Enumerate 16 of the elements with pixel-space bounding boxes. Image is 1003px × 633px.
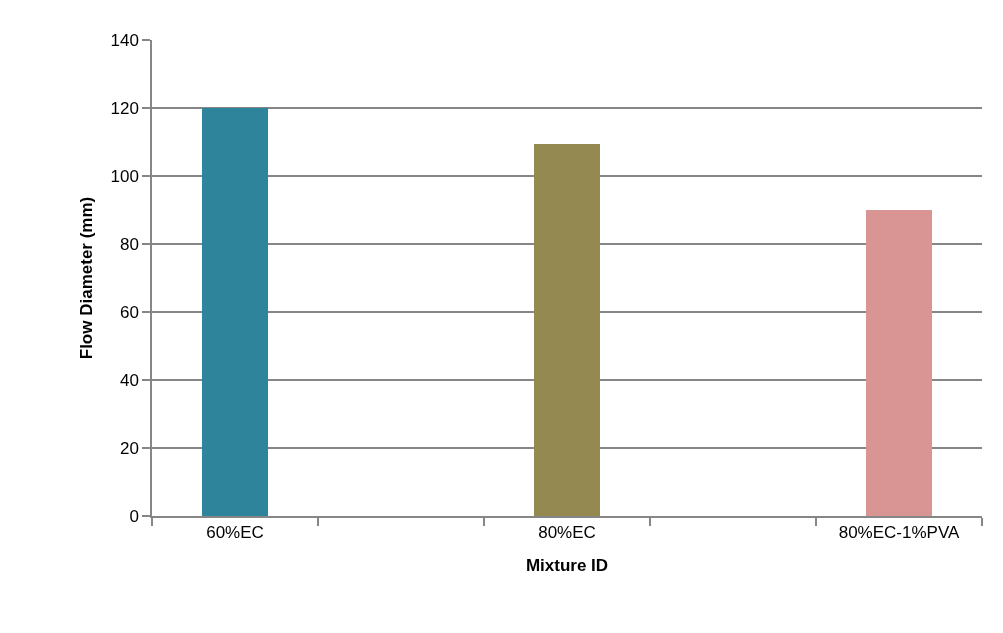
y-tick-label: 40 <box>119 370 139 390</box>
y-tick-label: 80 <box>119 234 139 254</box>
x-axis-title: Mixture ID <box>525 556 609 576</box>
x-tick-label: 80%EC-1%PVA <box>838 523 960 543</box>
y-tick-label: 140 <box>110 30 139 50</box>
y-tick-label: 120 <box>110 98 139 118</box>
y-axis-title: Flow Diameter (mm) <box>76 196 96 360</box>
bar <box>866 210 932 516</box>
y-tick-label: 20 <box>119 438 139 458</box>
x-tick-label: 80%EC <box>538 523 596 543</box>
x-tick-label: 60%EC <box>206 523 264 543</box>
bar <box>534 144 600 516</box>
y-tick-label: 100 <box>110 166 139 186</box>
bar <box>202 108 268 516</box>
y-tick-label: 0 <box>129 506 139 526</box>
y-tick-label: 60 <box>119 302 139 322</box>
